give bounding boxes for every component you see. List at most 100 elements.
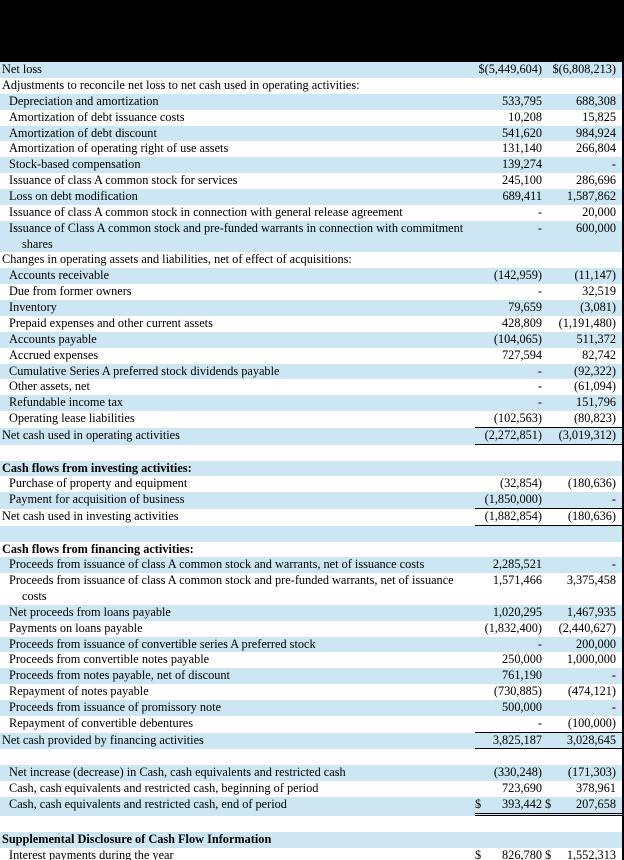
value-cell-prior-year: 82,742 <box>582 347 616 362</box>
spacer-row <box>0 525 622 542</box>
value-cell-current-year <box>475 832 545 848</box>
spacer-row <box>0 445 622 461</box>
table-row: Depreciation and amortization 533,795 688,… <box>0 93 622 110</box>
section-header-label: Supplemental Disclosure of Cash Flow Inf… <box>2 831 272 846</box>
value-cell-current-year: 1,571,466 <box>492 573 542 588</box>
value-cell-current-year <box>475 749 545 765</box>
value-cell-prior-year: $207,658 <box>545 797 622 816</box>
table-row: Operating lease liabilities (102,563) (80,… <box>0 411 622 428</box>
table-row: Issuance of class A common stock in conn… <box>0 205 622 221</box>
value-cell-current-year: - <box>537 220 542 235</box>
value-cell-current-year: 1,020,295 <box>492 604 542 619</box>
value-cell-prior-year: (2,440,627) <box>558 620 616 635</box>
dollar-sign: $ <box>475 847 482 860</box>
table-row: Net loss $(5,449,604) $(6,808,213) <box>0 62 622 78</box>
value-cell-current-year: - <box>537 379 542 394</box>
row-label: Inventory <box>9 299 57 314</box>
row-label <box>0 526 475 542</box>
value-cell-prior-year: $(6,808,213) <box>552 62 616 76</box>
section-header-label: Cash flows from financing activities: <box>2 541 194 556</box>
row-label <box>0 445 475 461</box>
value-cell-prior-year <box>545 461 622 477</box>
table-row: Refundable income tax - 151,796 <box>0 395 622 412</box>
row-label: Amortization of operating right of use a… <box>9 141 229 156</box>
row-label: Net increase (decrease) in Cash, cash eq… <box>9 765 346 780</box>
value-cell-current-year: (142,959) <box>493 268 542 283</box>
cash-flow-table: Net loss $(5,449,604) $(6,808,213) Adjustme… <box>0 62 622 860</box>
value-cell-current-year: (730,885) <box>493 684 542 699</box>
value-cell-current-year <box>475 526 545 542</box>
table-row: Net proceeds from loans payable 1,020,295… <box>0 604 622 621</box>
row-label: Due from former owners <box>9 284 132 299</box>
value-cell-prior-year: (1,191,480) <box>558 315 616 330</box>
value-cell-prior-year <box>545 832 622 848</box>
value-cell-prior-year: 286,696 <box>576 173 616 188</box>
value-cell-current-year: $(5,449,604) <box>478 62 542 76</box>
value-cell-prior-year: 511,372 <box>576 331 616 346</box>
value-cell-current-year: (102,563) <box>475 411 545 428</box>
table-row: Proceeds from issuance of class A common… <box>0 557 622 574</box>
table-row: Supplemental Disclosure of Cash Flow Inf… <box>0 831 622 848</box>
table-row: Due from former owners - 32,519 <box>0 284 622 300</box>
value-cell-current-year: - <box>537 205 542 220</box>
value-cell-current-year: 2,285,521 <box>492 557 542 572</box>
row-label: Interest payments during the year <box>9 847 174 860</box>
table-row: Accounts receivable (142,959) (11,147) <box>0 268 622 285</box>
value-cell-current-year <box>475 78 545 94</box>
value-cell-prior-year: (3,019,312) <box>545 428 622 445</box>
row-label: Refundable income tax <box>9 395 124 410</box>
row-label: Prepaid expenses and other current asset… <box>9 315 213 330</box>
table-row: Issuance of class A common stock for ser… <box>0 173 622 189</box>
table-row: Purchase of property and equipment (32,85… <box>0 476 622 492</box>
value-cell-prior-year: (180,636) <box>545 509 622 526</box>
row-label <box>0 816 475 832</box>
table-row: Other assets, net - (61,094) <box>0 379 622 395</box>
row-label: Issuance of Class A common stock and pre… <box>9 220 464 251</box>
value-cell-prior-year: (80,823) <box>545 411 622 428</box>
row-label: Proceeds from notes payable, net of disc… <box>9 668 230 683</box>
value-cell-current-year: 727,594 <box>502 347 542 362</box>
dollar-sign: $ <box>545 797 552 812</box>
value-cell-current-year <box>475 445 545 461</box>
value-cell-current-year <box>475 461 545 477</box>
row-label: Issuance of class A common stock for ser… <box>9 173 238 188</box>
value-cell-prior-year: 600,000 <box>576 220 616 235</box>
value-cell-prior-year: (61,094) <box>573 379 616 394</box>
amount: 207,658 <box>576 797 616 812</box>
spacer-row <box>0 816 622 832</box>
value-cell-prior-year: 1,000,000 <box>566 652 616 667</box>
value-cell-current-year: (330,248) <box>493 765 542 780</box>
row-label: Net cash provided by financing activitie… <box>2 732 204 747</box>
row-label: Accounts receivable <box>9 268 110 283</box>
row-label: Accrued expenses <box>9 347 99 362</box>
table-row: Amortization of operating right of use a… <box>0 141 622 157</box>
value-cell-prior-year: (474,121) <box>567 684 616 699</box>
value-cell-current-year: 761,190 <box>502 668 542 683</box>
value-cell-prior-year: 32,519 <box>582 284 616 299</box>
value-cell-prior-year: 266,804 <box>576 141 616 156</box>
row-label: Payment for acquisition of business <box>9 492 185 507</box>
value-cell-prior-year: - <box>611 668 616 683</box>
value-cell-prior-year: - <box>611 557 616 572</box>
value-cell-prior-year: 1,587,862 <box>566 189 616 204</box>
row-label: Proceeds from issuance of class A common… <box>9 573 454 604</box>
value-cell-current-year: (104,065) <box>493 331 542 346</box>
row-label: Adjustments to reconcile net loss to net… <box>2 77 360 92</box>
row-label: Payments on loans payable <box>9 620 143 635</box>
table-row: Stock-based compensation 139,274 - <box>0 157 622 174</box>
row-label: Loss on debt modification <box>9 189 138 204</box>
value-cell-prior-year: - <box>545 492 622 509</box>
value-cell-current-year: 500,000 <box>502 700 542 715</box>
table-row: Proceeds from notes payable, net of disc… <box>0 668 622 685</box>
table-row: Proceeds from convertible notes payable 2… <box>0 652 622 668</box>
spacer-row <box>0 749 622 765</box>
amount: 393,442 <box>502 797 542 812</box>
value-cell-prior-year: (180,636) <box>567 476 616 491</box>
table-row: Prepaid expenses and other current asset… <box>0 316 622 332</box>
value-cell-prior-year: (171,303) <box>567 765 616 780</box>
value-cell-current-year: 250,000 <box>502 652 542 667</box>
table-row: Proceeds from issuance of promissory not… <box>0 700 622 717</box>
value-cell-prior-year: (3,081) <box>580 299 616 314</box>
row-label: Proceeds from convertible notes payable <box>9 652 210 667</box>
